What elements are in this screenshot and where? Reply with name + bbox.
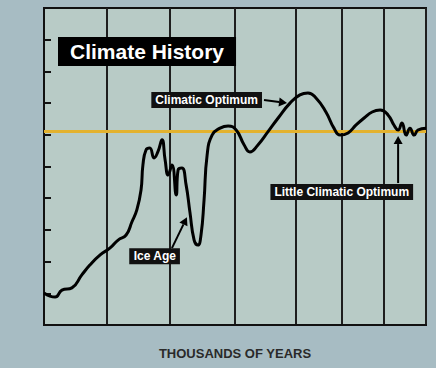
svg-text:Climatic Optimum: Climatic Optimum bbox=[155, 93, 258, 107]
svg-text:Ice Age: Ice Age bbox=[134, 249, 177, 263]
svg-text:Climate History: Climate History bbox=[70, 40, 224, 63]
svg-text:THOUSANDS OF YEARS: THOUSANDS OF YEARS bbox=[159, 346, 311, 361]
svg-text:Little Climatic Optimum: Little Climatic Optimum bbox=[274, 185, 409, 199]
